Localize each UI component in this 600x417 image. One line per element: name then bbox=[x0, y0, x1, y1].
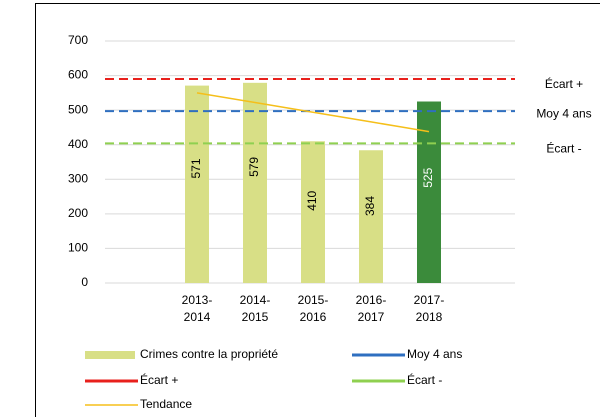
legend-label: Tendance bbox=[140, 397, 192, 411]
y-tick-label: 200 bbox=[68, 206, 88, 220]
reference-label: Écart + bbox=[545, 76, 583, 91]
x-tick-label: 2013-2014 bbox=[181, 293, 213, 324]
bar bbox=[185, 85, 209, 284]
x-tick-label: 2014-2015 bbox=[239, 293, 271, 324]
legend-label: Écart + bbox=[140, 372, 178, 387]
trend-line bbox=[196, 92, 430, 133]
data-label: 571 bbox=[189, 158, 203, 178]
y-tick-label: 0 bbox=[81, 275, 88, 289]
data-label: 579 bbox=[247, 157, 261, 177]
reference-label: Écart - bbox=[546, 141, 581, 156]
y-tick-label: 400 bbox=[68, 137, 88, 151]
legend-label: Crimes contre la propriété bbox=[140, 347, 278, 361]
bar bbox=[243, 82, 267, 284]
data-label: 525 bbox=[421, 167, 435, 187]
data-label: 384 bbox=[363, 196, 377, 216]
x-tick-label: 2015-2016 bbox=[297, 293, 329, 324]
bar bbox=[417, 101, 441, 283]
y-tick-label: 500 bbox=[68, 102, 88, 116]
legend-label: Moy 4 ans bbox=[407, 347, 462, 361]
legend-swatch bbox=[85, 351, 135, 359]
legend-label: Écart - bbox=[407, 372, 442, 387]
x-tick-label: 2016-2017 bbox=[355, 293, 387, 324]
y-tick-label: 700 bbox=[68, 33, 88, 47]
bar bbox=[301, 141, 325, 283]
data-label: 410 bbox=[305, 190, 319, 210]
y-tick-label: 300 bbox=[68, 171, 88, 185]
chart-border bbox=[35, 3, 600, 417]
y-tick-label: 600 bbox=[68, 68, 88, 82]
x-tick-label: 2017-2018 bbox=[413, 293, 445, 324]
bar bbox=[359, 150, 383, 283]
reference-label: Moy 4 ans bbox=[536, 106, 591, 120]
y-tick-label: 100 bbox=[68, 241, 88, 255]
